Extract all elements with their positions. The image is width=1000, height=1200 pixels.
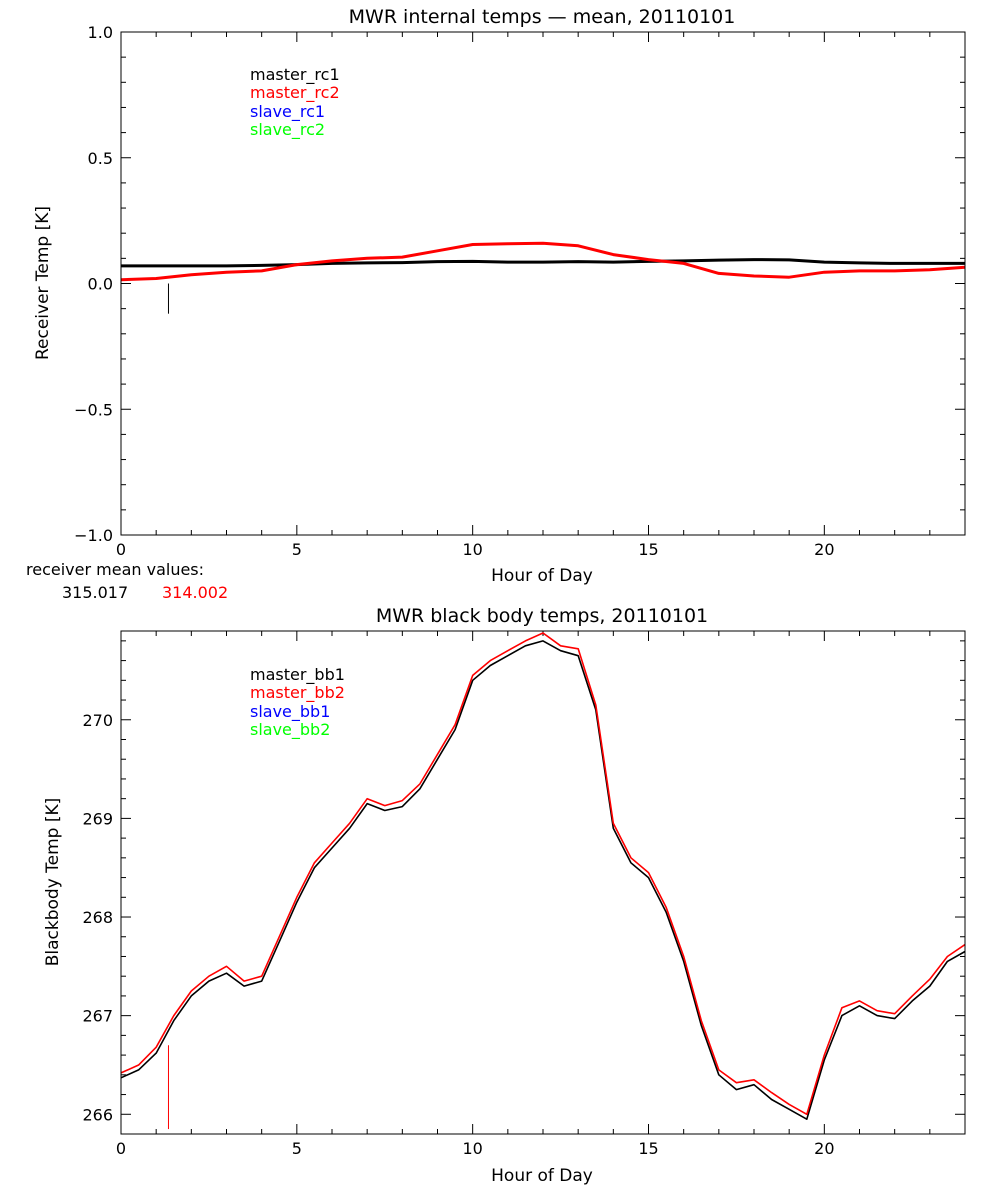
annotation-value-1: 315.017 <box>62 583 128 602</box>
y-axis-label: Blackbody Temp [K] <box>43 798 63 967</box>
series-line-master_bb2 <box>120 632 966 1116</box>
legend-entry: master_bb1 <box>250 665 345 685</box>
series-line-master_rc2 <box>120 241 966 282</box>
series-line-master_bb1 <box>120 640 966 1120</box>
legend-entry: slave_bb1 <box>250 702 330 722</box>
y-axis-label: Receiver Temp [K] <box>33 206 53 360</box>
y-tick-label: 268 <box>82 908 113 927</box>
y-tick-label: −1.0 <box>74 526 113 545</box>
y-tick-label: 266 <box>82 1105 113 1124</box>
x-tick-label: 20 <box>814 1139 834 1158</box>
blackbody-temp-chart: MWR black body temps, 20110101 0 5 10 15 20 2… <box>43 605 966 1186</box>
y-tick-label: 0.5 <box>88 149 113 168</box>
y-tick-label: 267 <box>82 1007 113 1026</box>
legend: master_rc1 master_rc2 slave_rc1 slave_rc… <box>250 65 340 140</box>
y-tick-label: 270 <box>82 711 113 730</box>
x-tick-label: 0 <box>116 540 126 559</box>
plot-frame <box>120 31 966 536</box>
legend-entry: master_bb2 <box>250 683 345 703</box>
x-tick-label: 15 <box>638 1139 658 1158</box>
plot-area: 0 5 10 15 20 266 267 268 269 270 <box>82 631 966 1158</box>
x-tick-label: 5 <box>292 1139 302 1158</box>
annotation-label: receiver mean values: <box>26 560 204 579</box>
x-tick-label: 10 <box>462 1139 482 1158</box>
y-tick-label: 1.0 <box>88 23 113 42</box>
series-line-master_rc1 <box>121 258 965 268</box>
chart-title: MWR black body temps, 20110101 <box>376 605 708 627</box>
y-tick-label: 0.0 <box>88 275 113 294</box>
x-tick-label: 10 <box>462 540 482 559</box>
plot-frame <box>120 630 966 1135</box>
receiver-mean-annotation: receiver mean values: 315.017 314.002 <box>26 560 228 602</box>
legend-entry: master_rc2 <box>250 83 340 103</box>
legend-entry: slave_rc2 <box>250 120 325 140</box>
chart-title: MWR internal temps — mean, 20110101 <box>349 6 736 28</box>
x-axis-label: Hour of Day <box>491 566 593 586</box>
x-tick-label: 5 <box>292 540 302 559</box>
receiver-temp-chart: MWR internal temps — mean, 20110101 0 5 10… <box>33 6 966 586</box>
x-axis-label: Hour of Day <box>491 1166 593 1186</box>
x-tick-label: 20 <box>814 540 834 559</box>
legend-entry: master_rc1 <box>250 65 340 85</box>
y-tick-label: 269 <box>82 809 113 828</box>
plot-area: 0 5 10 15 20 −1.0 −0.5 0.0 0.5 1.0 <box>74 23 966 559</box>
legend-entry: slave_rc1 <box>250 102 325 122</box>
legend: master_bb1 master_bb2 slave_bb1 slave_bb… <box>250 665 345 740</box>
x-tick-label: 15 <box>638 540 658 559</box>
x-tick-label: 0 <box>116 1139 126 1158</box>
y-tick-label: −0.5 <box>74 400 113 419</box>
legend-entry: slave_bb2 <box>250 720 330 740</box>
annotation-value-2: 314.002 <box>162 583 228 602</box>
